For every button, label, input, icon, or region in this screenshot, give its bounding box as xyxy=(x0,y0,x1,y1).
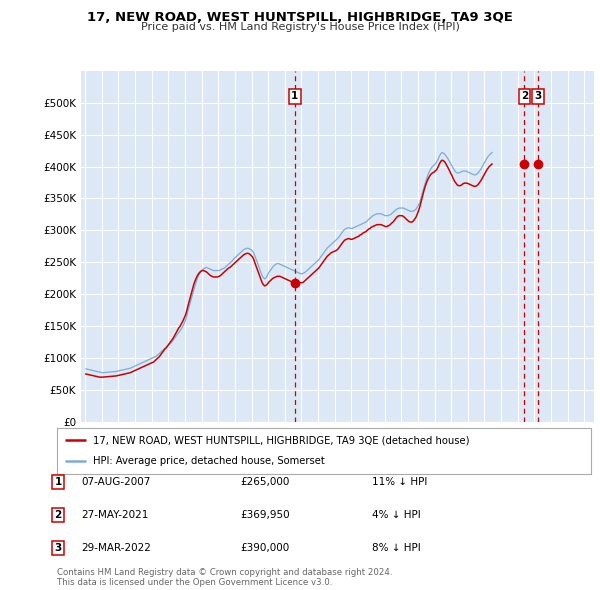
Text: £369,950: £369,950 xyxy=(240,510,290,520)
Text: 2: 2 xyxy=(521,91,528,101)
Text: £265,000: £265,000 xyxy=(240,477,289,487)
Text: £390,000: £390,000 xyxy=(240,543,289,553)
Text: 2: 2 xyxy=(55,510,62,520)
Text: 29-MAR-2022: 29-MAR-2022 xyxy=(81,543,151,553)
Text: 3: 3 xyxy=(55,543,62,553)
Text: 27-MAY-2021: 27-MAY-2021 xyxy=(81,510,148,520)
Text: HPI: Average price, detached house, Somerset: HPI: Average price, detached house, Some… xyxy=(94,456,325,466)
Text: 07-AUG-2007: 07-AUG-2007 xyxy=(81,477,151,487)
Text: 3: 3 xyxy=(535,91,542,101)
Text: 1: 1 xyxy=(55,477,62,487)
Text: 11% ↓ HPI: 11% ↓ HPI xyxy=(372,477,427,487)
Text: Price paid vs. HM Land Registry's House Price Index (HPI): Price paid vs. HM Land Registry's House … xyxy=(140,22,460,32)
Text: 8% ↓ HPI: 8% ↓ HPI xyxy=(372,543,421,553)
Text: 4% ↓ HPI: 4% ↓ HPI xyxy=(372,510,421,520)
Text: 1: 1 xyxy=(291,91,298,101)
Text: Contains HM Land Registry data © Crown copyright and database right 2024.
This d: Contains HM Land Registry data © Crown c… xyxy=(57,568,392,587)
Text: 17, NEW ROAD, WEST HUNTSPILL, HIGHBRIDGE, TA9 3QE (detached house): 17, NEW ROAD, WEST HUNTSPILL, HIGHBRIDGE… xyxy=(94,435,470,445)
Text: 17, NEW ROAD, WEST HUNTSPILL, HIGHBRIDGE, TA9 3QE: 17, NEW ROAD, WEST HUNTSPILL, HIGHBRIDGE… xyxy=(87,11,513,24)
